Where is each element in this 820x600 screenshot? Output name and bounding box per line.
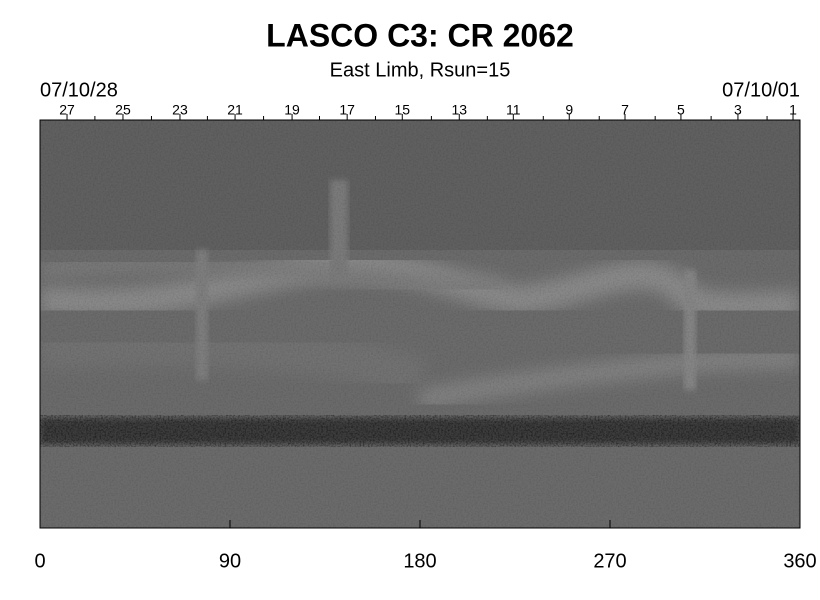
start-date: 07/10/28 bbox=[40, 79, 118, 101]
top-tick-label: 7 bbox=[621, 102, 629, 118]
top-tick-label: 27 bbox=[59, 102, 75, 118]
chart-subtitle: East Limb, Rsun=15 bbox=[330, 59, 511, 81]
top-tick-label: 1 bbox=[789, 102, 797, 118]
x-tick-label: 0 bbox=[34, 550, 45, 572]
top-tick-label: 3 bbox=[734, 102, 742, 118]
top-tick-label: 13 bbox=[451, 102, 467, 118]
top-tick-label: 25 bbox=[115, 102, 131, 118]
top-tick-label: 9 bbox=[565, 102, 573, 118]
top-tick-label: 17 bbox=[339, 102, 355, 118]
x-tick-label: 90 bbox=[219, 550, 241, 572]
synoptic-map bbox=[40, 120, 800, 528]
x-tick-label: 180 bbox=[403, 550, 436, 572]
x-tick-label: 360 bbox=[783, 550, 816, 572]
top-tick-label: 21 bbox=[227, 102, 243, 118]
x-tick-label: 270 bbox=[593, 550, 626, 572]
top-tick-label: 19 bbox=[284, 102, 300, 118]
chart-title: LASCO C3: CR 2062 bbox=[266, 17, 574, 53]
top-tick-label: 23 bbox=[172, 102, 188, 118]
end-date: 07/10/01 bbox=[722, 79, 800, 101]
top-tick-label: 5 bbox=[677, 102, 685, 118]
top-tick-label: 15 bbox=[394, 102, 410, 118]
top-tick-label: 11 bbox=[506, 102, 521, 118]
